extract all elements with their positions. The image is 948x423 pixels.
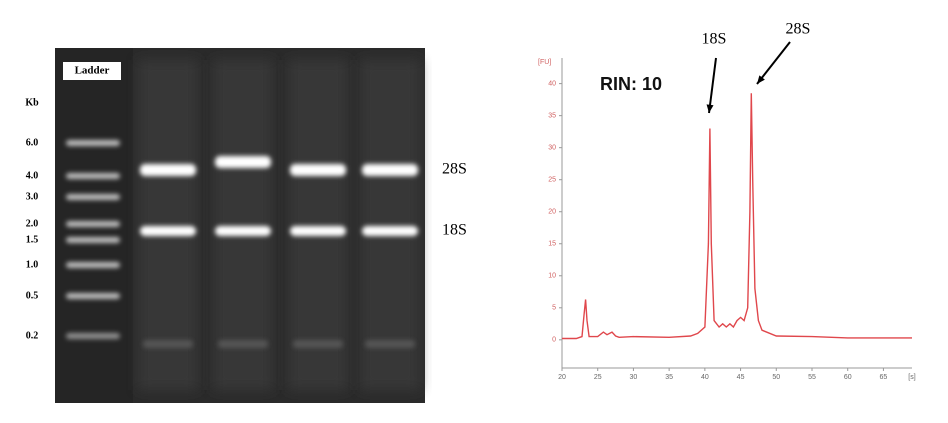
band-label: 18S — [442, 222, 467, 239]
ladder-band — [66, 333, 120, 339]
x-tick-label: 65 — [880, 374, 888, 381]
x-tick-label: 40 — [701, 374, 709, 381]
y-tick-label: 25 — [548, 177, 556, 184]
rin-annotation: RIN: 10 — [600, 74, 662, 94]
y-tick-label: 30 — [548, 145, 556, 152]
band-18s — [290, 226, 346, 236]
arrow — [708, 57, 717, 114]
ladder-label-box — [63, 62, 121, 80]
lane-smear — [138, 60, 198, 390]
ladder-size: 2.0 — [26, 218, 39, 229]
lane-smear — [360, 60, 420, 390]
ladder-size: 4.0 — [26, 170, 39, 181]
x-tick-label: 50 — [772, 374, 780, 381]
y-tick-label: 15 — [548, 241, 556, 248]
x-tick-label: 55 — [808, 374, 816, 381]
x-tick-label: 45 — [737, 374, 745, 381]
y-tick-label: 20 — [548, 209, 556, 216]
band-18s — [140, 226, 196, 236]
ladder-size: 0.2 — [26, 330, 39, 341]
faint-band — [143, 340, 193, 348]
y-tick-label: 5 — [552, 305, 556, 312]
x-tick-label: 30 — [630, 374, 638, 381]
ladder-size: 1.0 — [26, 259, 39, 270]
band-28s — [362, 164, 418, 176]
y-tick-label: 40 — [548, 80, 556, 87]
lane-smear — [288, 60, 348, 390]
band-28s — [290, 164, 346, 176]
faint-band — [218, 340, 268, 348]
ladder-band — [66, 194, 120, 200]
ladder-band — [66, 293, 120, 299]
arrow — [756, 41, 791, 85]
x-tick-label: 20 — [558, 374, 566, 381]
peak-label: 28S — [786, 21, 811, 38]
ladder-band — [66, 221, 120, 227]
lane-smear — [213, 60, 273, 390]
ladder-size: 3.0 — [26, 191, 39, 202]
ladder-size: 1.5 — [26, 234, 39, 245]
band-18s — [362, 226, 418, 236]
x-axis-label: [s] — [908, 374, 915, 381]
arrow-head — [706, 104, 714, 113]
ladder-band — [66, 140, 120, 146]
electropherogram: 0 5 10 15 20 25 30 35 40 20 25 30 35 40 45 50 55 60 65 [FU]… — [538, 21, 916, 381]
ladder-band — [66, 262, 120, 268]
y-tick-label: 0 — [552, 337, 556, 344]
gel-panel: Ladder Kb 28S 18S 6.0 4.0 3.0 2.0 1.5 1.0 0.5 0… — [25, 48, 467, 403]
ladder-band — [66, 173, 120, 179]
x-tick-label: 60 — [844, 374, 852, 381]
x-tick-label: 35 — [665, 374, 673, 381]
arrow-head — [757, 75, 765, 84]
y-axis-label: [FU] — [538, 59, 551, 66]
band-18s — [215, 226, 271, 236]
band-label: 28S — [442, 161, 467, 178]
band-28s — [140, 164, 196, 176]
peak-label: 18S — [702, 31, 727, 48]
trace-line — [562, 93, 912, 340]
ladder-label: Ladder — [75, 65, 110, 77]
band-28s — [215, 156, 271, 168]
y-tick-label: 35 — [548, 112, 556, 119]
x-tick-label: 25 — [594, 374, 602, 381]
ladder-size: 0.5 — [26, 290, 39, 301]
y-tick-label: 10 — [548, 273, 556, 280]
faint-band — [365, 340, 415, 348]
unit-label: Kb — [25, 97, 39, 108]
ladder-size: 6.0 — [26, 137, 39, 148]
ladder-band — [66, 237, 120, 243]
faint-band — [293, 340, 343, 348]
